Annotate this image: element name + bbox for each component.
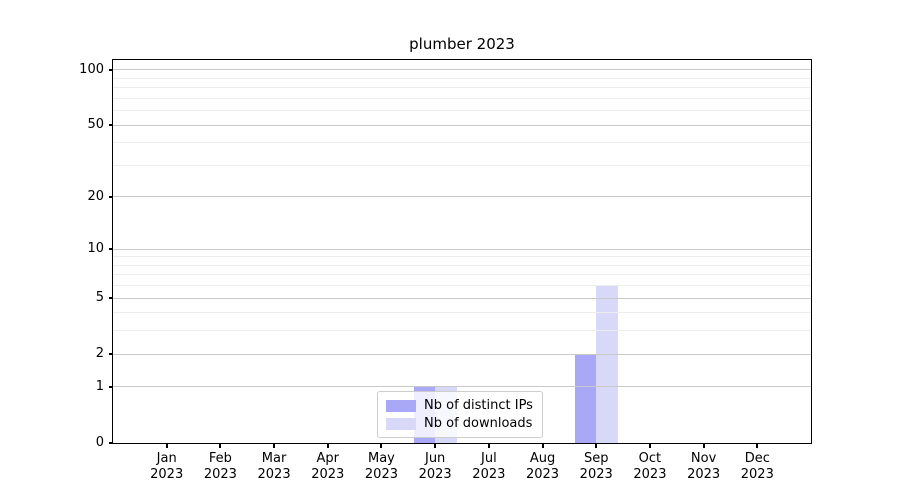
x-tick-mark — [434, 444, 437, 448]
minor-gridline — [113, 97, 811, 99]
y-tick-mark — [109, 68, 113, 71]
x-tick-label-apr: Apr 2023 — [311, 451, 345, 482]
x-tick-mark — [487, 444, 490, 448]
x-tick-mark — [326, 444, 329, 448]
legend-label-distinct-ips: Nb of distinct IPs — [424, 398, 533, 413]
x-tick-label-jun: Jun 2023 — [418, 451, 452, 482]
y-tick-label: 5 — [95, 290, 104, 306]
minor-gridline — [113, 256, 811, 258]
legend: Nb of distinct IPs Nb of downloads — [377, 391, 543, 438]
x-tick-label-mar: Mar 2023 — [257, 451, 291, 482]
minor-gridline — [113, 164, 811, 166]
minor-gridline — [113, 330, 811, 332]
minor-gridline — [113, 312, 811, 314]
y-tick-mark — [109, 248, 113, 251]
major-gridline — [113, 353, 811, 355]
major-gridline — [113, 124, 811, 126]
legend-swatch-downloads — [386, 417, 416, 430]
x-tick-label-dec: Dec 2023 — [740, 451, 774, 482]
y-tick-label: 0 — [95, 435, 104, 450]
minor-gridline — [113, 264, 811, 266]
bar-distinct-ips-sep-2023 — [574, 354, 597, 443]
y-tick-label: 20 — [87, 188, 104, 204]
x-tick-mark — [648, 444, 651, 448]
minor-gridline — [113, 87, 811, 89]
x-tick-mark — [165, 444, 168, 448]
x-tick-label-may: May 2023 — [364, 451, 398, 482]
x-tick-mark — [595, 444, 598, 448]
major-gridline — [113, 69, 811, 71]
major-gridline — [113, 196, 811, 198]
chart-title: plumber 2023 — [409, 35, 515, 53]
major-gridline — [113, 386, 811, 388]
minor-gridline — [113, 285, 811, 287]
bar-downloads-sep-2023 — [596, 285, 618, 443]
x-tick-label-feb: Feb 2023 — [203, 451, 237, 482]
y-tick-label: 100 — [79, 61, 104, 77]
legend-item-distinct-ips: Nb of distinct IPs — [386, 398, 534, 413]
minor-gridline — [113, 77, 811, 79]
x-tick-mark — [273, 444, 276, 448]
x-tick-label-sep: Sep 2023 — [579, 451, 613, 482]
x-tick-label-jan: Jan 2023 — [150, 451, 184, 482]
y-tick-mark — [109, 195, 113, 198]
x-tick-mark — [702, 444, 705, 448]
minor-gridline — [113, 274, 811, 276]
y-tick-mark — [109, 353, 113, 356]
minor-gridline — [113, 142, 811, 144]
x-tick-label-nov: Nov 2023 — [687, 451, 721, 482]
major-gridline — [113, 248, 811, 250]
legend-item-downloads: Nb of downloads — [386, 416, 534, 431]
x-tick-label-jul: Jul 2023 — [472, 451, 506, 482]
x-tick-mark — [380, 444, 383, 448]
y-tick-label: 50 — [87, 117, 104, 133]
major-gridline — [113, 297, 811, 299]
y-tick-label: 10 — [87, 241, 104, 257]
y-tick-mark — [109, 124, 113, 127]
y-tick-label: 2 — [95, 346, 104, 362]
x-tick-mark — [541, 444, 544, 448]
x-tick-label-aug: Aug 2023 — [525, 451, 560, 482]
legend-swatch-distinct-ips — [386, 399, 416, 412]
y-tick-mark — [109, 385, 113, 388]
y-tick-mark — [109, 442, 113, 444]
x-tick-mark — [756, 444, 759, 448]
x-tick-mark — [219, 444, 222, 448]
y-tick-label: 1 — [95, 378, 104, 394]
x-tick-label-oct: Oct 2023 — [633, 451, 667, 482]
legend-label-downloads: Nb of downloads — [424, 416, 533, 431]
y-tick-mark — [109, 297, 113, 300]
minor-gridline — [113, 110, 811, 112]
